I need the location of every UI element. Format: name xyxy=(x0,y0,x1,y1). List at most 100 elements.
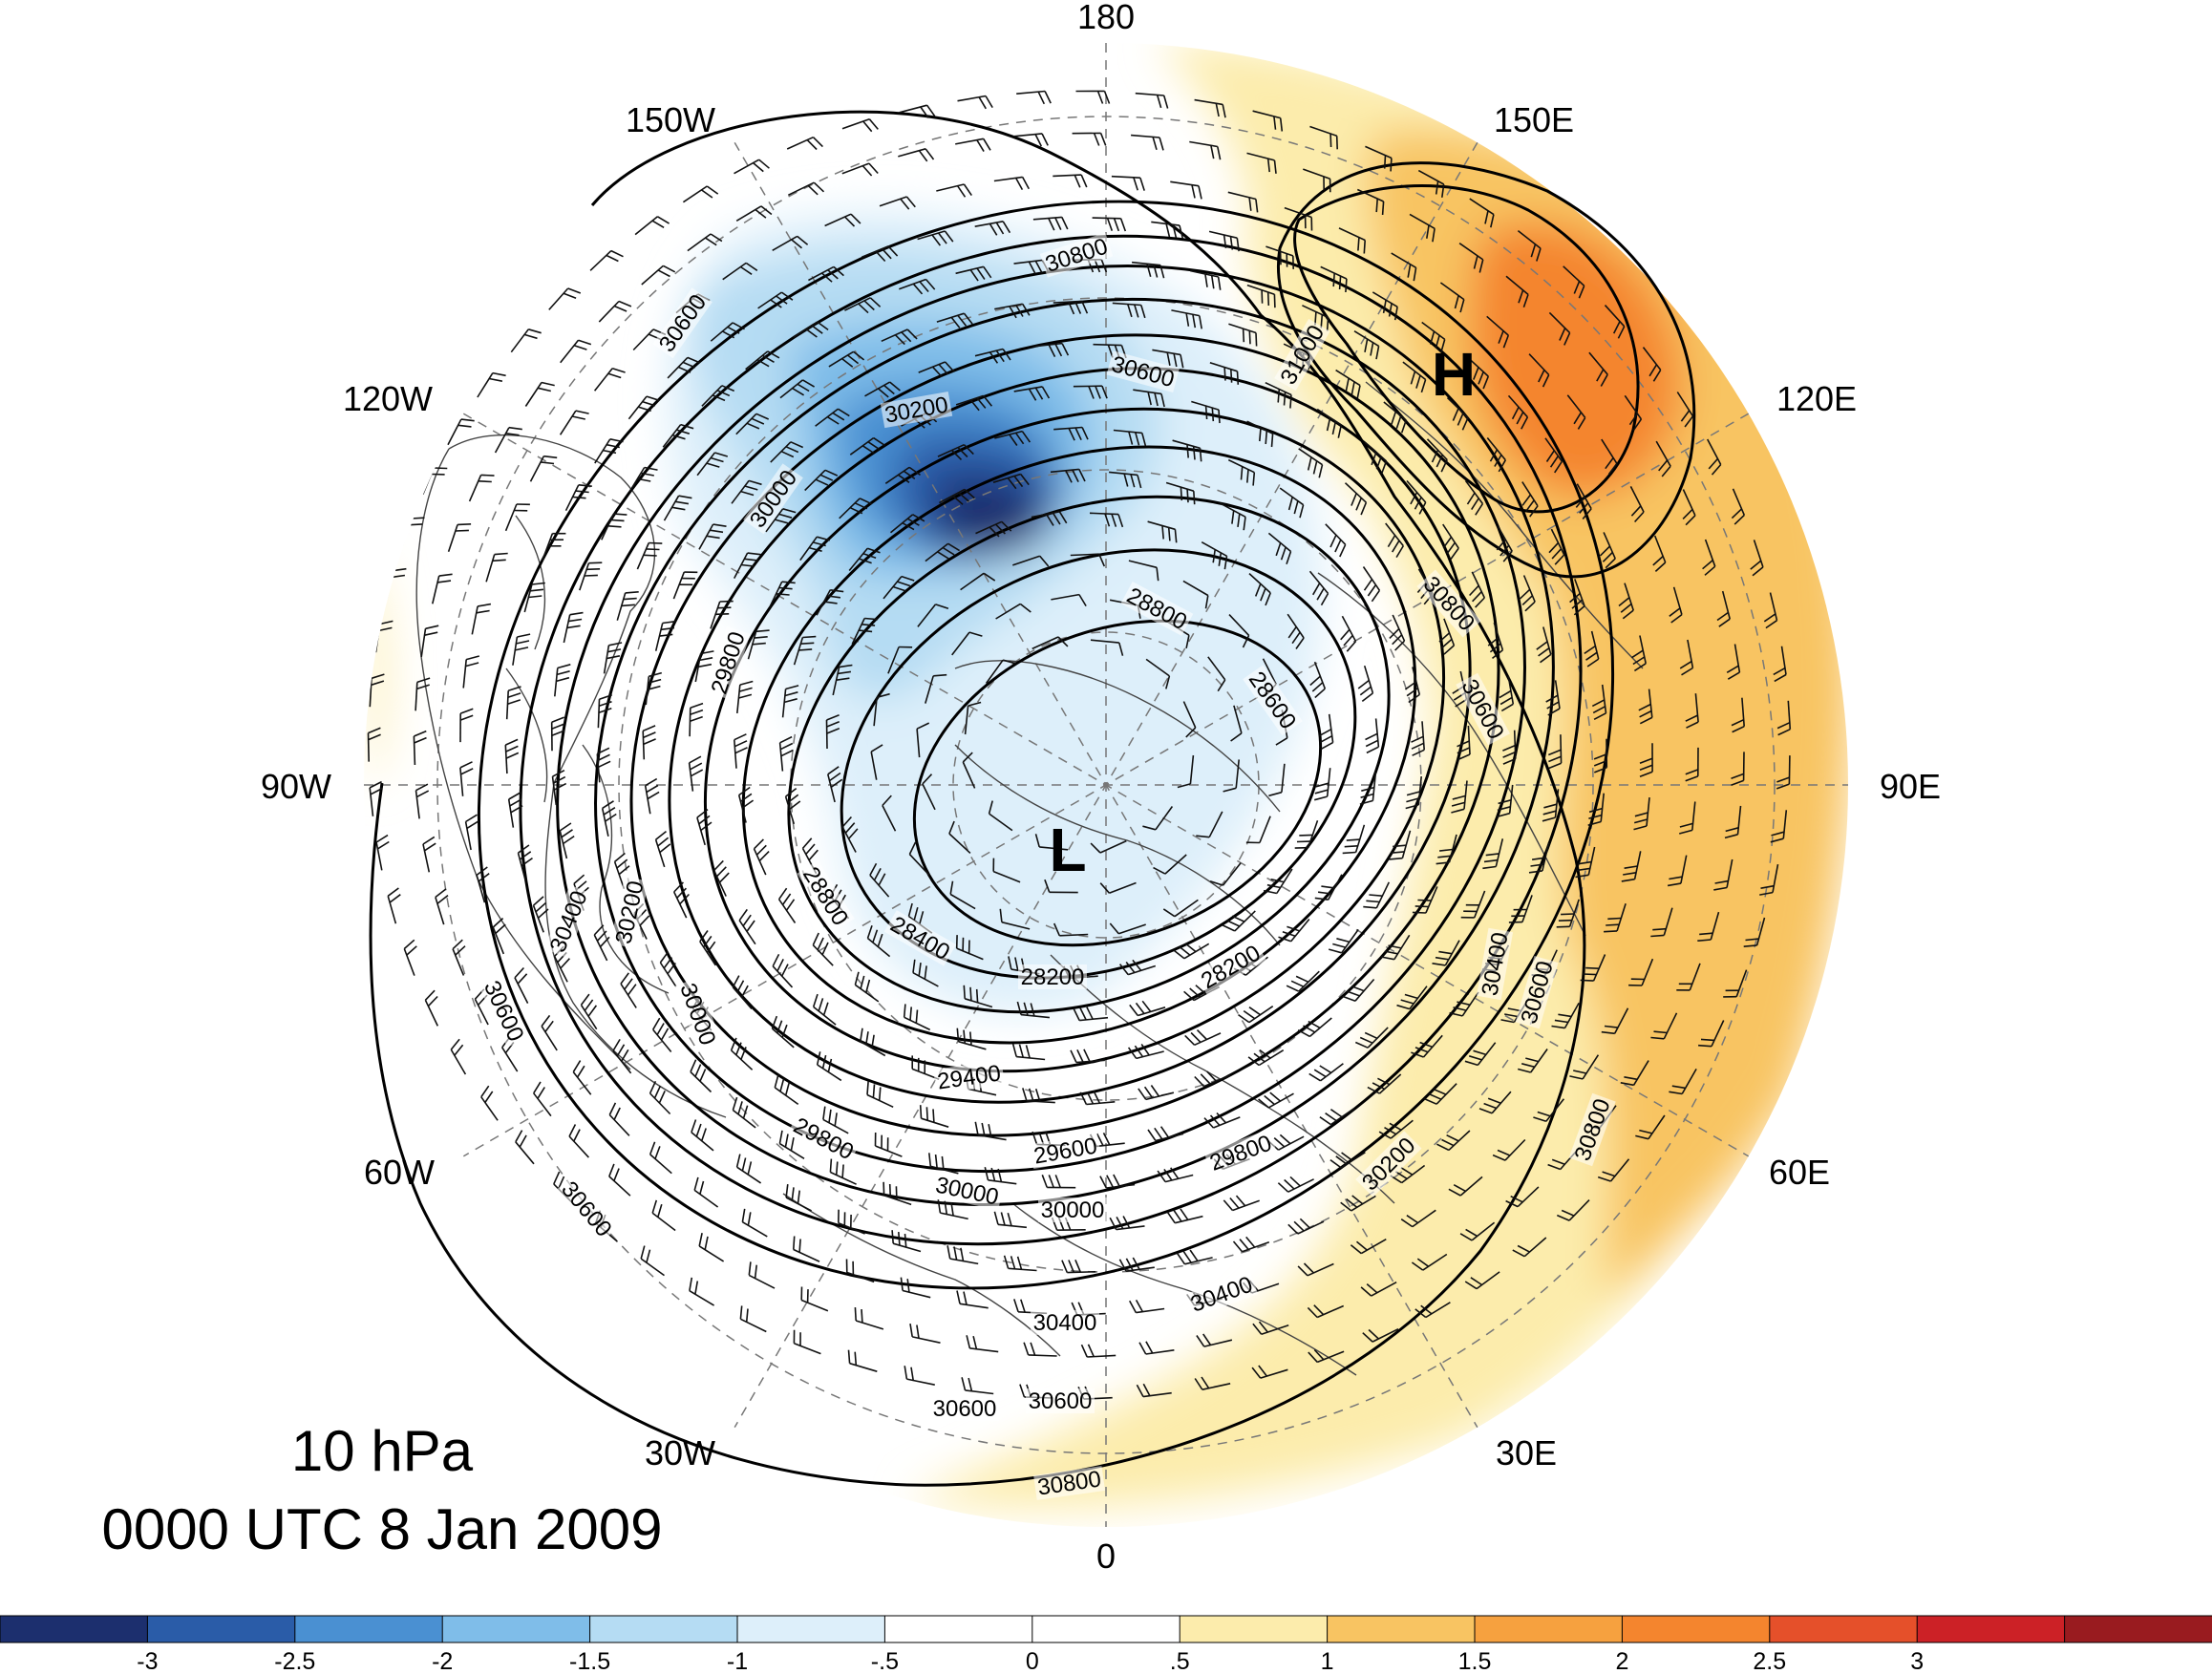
wind-barb-feather xyxy=(1440,459,1448,473)
wind-barb-feather xyxy=(755,844,767,856)
wind-barb-feather xyxy=(1497,806,1511,812)
wind-barb-feather xyxy=(1482,865,1497,870)
wind-barb-feather xyxy=(1343,634,1353,646)
wind-barb-feather xyxy=(906,518,920,526)
wind-barb-feather xyxy=(1548,541,1560,554)
wind-barb-feather xyxy=(1320,741,1333,751)
wind-barb-shaft xyxy=(413,735,416,766)
wind-barb-shaft xyxy=(1151,221,1180,226)
wind-barb-shaft xyxy=(642,731,646,760)
wind-barb-feather xyxy=(1182,1251,1192,1263)
colorbar-tick-label: 0 xyxy=(1026,1648,1039,1674)
wind-barb-shaft xyxy=(948,833,971,854)
wind-barb-feather xyxy=(888,1183,892,1198)
wind-barb-shaft xyxy=(1477,1042,1497,1066)
wind-barb-shaft xyxy=(1523,1237,1547,1258)
wind-barb-feather xyxy=(495,923,506,935)
wind-barb-shaft xyxy=(1320,1063,1344,1082)
wind-barb-feather xyxy=(976,397,987,409)
wind-barb-feather xyxy=(966,1335,971,1349)
wind-barb-shaft xyxy=(1228,323,1257,334)
wind-barb-feather xyxy=(730,1037,737,1051)
wind-barb-feather xyxy=(1414,497,1422,510)
wind-barb-feather xyxy=(1280,546,1287,561)
lon-label-90e: 90E xyxy=(1880,767,1941,806)
wind-barb-shaft xyxy=(1633,851,1642,879)
wind-barb-shaft xyxy=(1012,555,1040,566)
wind-barb-feather xyxy=(621,1049,629,1062)
wind-barb-feather xyxy=(937,232,947,244)
wind-barb-feather xyxy=(739,1305,743,1320)
wind-barb-feather xyxy=(767,350,780,359)
wind-barb-feather xyxy=(1106,1175,1115,1188)
wind-barb-shaft xyxy=(1261,1324,1289,1335)
wind-barb-shaft xyxy=(930,1165,959,1175)
wind-barb-feather xyxy=(975,988,979,1003)
wind-barb-shaft xyxy=(1208,230,1238,239)
wind-barb-shaft xyxy=(828,350,855,368)
wind-barb-shaft xyxy=(1191,400,1220,411)
wind-barb-feather xyxy=(913,906,919,921)
wind-barb-feather xyxy=(989,351,999,364)
wind-barb-feather xyxy=(1037,91,1046,105)
wind-barb-feather xyxy=(1295,637,1305,649)
wind-barb-feather xyxy=(1172,224,1178,239)
wind-barb-shaft xyxy=(424,999,439,1027)
wind-barb-feather xyxy=(603,449,617,455)
contour-label: 30400 xyxy=(1184,1270,1259,1318)
wind-barb-feather xyxy=(1201,1376,1210,1389)
svg-text:30600: 30600 xyxy=(556,1176,617,1241)
wind-barb-feather xyxy=(1337,424,1343,438)
wind-barb-feather xyxy=(1297,1028,1310,1038)
wind-barb-shaft xyxy=(432,575,440,604)
wind-barb-feather xyxy=(646,395,660,402)
wind-barb-feather xyxy=(450,1038,460,1050)
wind-barb-shaft xyxy=(940,1212,968,1220)
wind-barb-feather xyxy=(826,595,841,599)
wind-barb-shaft xyxy=(1127,964,1157,976)
wind-barb-feather xyxy=(563,835,575,845)
wind-barb-feather xyxy=(465,814,478,823)
wind-barb-feather xyxy=(1420,379,1427,393)
wind-barb-feather xyxy=(1600,373,1608,387)
wind-barb-feather xyxy=(1411,735,1424,743)
wind-barb-feather xyxy=(1498,330,1504,344)
wind-barb-feather xyxy=(544,1020,554,1032)
wind-barb-shaft xyxy=(480,1096,499,1121)
wind-barb-shaft xyxy=(1222,862,1242,886)
wind-barb-feather xyxy=(1180,1208,1189,1220)
wind-barb-shaft xyxy=(846,1271,875,1283)
wind-barb-feather xyxy=(824,469,839,477)
wind-barb-feather xyxy=(551,723,565,730)
wind-barb-feather xyxy=(1312,460,1318,475)
wind-barb-feather xyxy=(1438,950,1453,955)
wind-barb-feather xyxy=(1559,328,1566,341)
wind-barb-feather xyxy=(1239,1239,1249,1250)
wind-barb-feather xyxy=(1081,301,1089,314)
wind-barb-shaft xyxy=(1051,593,1080,601)
wind-barb-feather xyxy=(563,292,577,299)
wind-barb-feather xyxy=(1072,469,1079,482)
wind-barb-feather xyxy=(1028,1088,1034,1102)
wind-barb-feather xyxy=(1252,472,1256,486)
wind-barb-feather xyxy=(1138,1088,1147,1100)
wind-barb-feather xyxy=(1303,1262,1314,1274)
wind-barb-feather xyxy=(1454,295,1459,309)
wind-barb-feather xyxy=(1773,667,1786,676)
wind-barb-feather xyxy=(1499,544,1510,557)
wind-barb-feather xyxy=(1087,1344,1095,1357)
wind-barb-feather xyxy=(1174,529,1178,543)
wind-barb-feather xyxy=(1457,413,1464,426)
wind-barb-feather xyxy=(1438,632,1451,643)
wind-barb-feather xyxy=(1299,834,1313,837)
wind-barb-feather xyxy=(1618,597,1630,607)
wind-barb-shaft xyxy=(768,581,783,608)
wind-barb-feather xyxy=(1528,870,1543,874)
svg-text:30000: 30000 xyxy=(1041,1197,1105,1223)
wind-barb-shaft xyxy=(772,965,794,988)
wind-barb-feather xyxy=(1016,1001,1022,1015)
wind-barb-feather xyxy=(1216,1112,1227,1124)
wind-barb-feather xyxy=(1407,264,1412,278)
wind-barb-feather xyxy=(651,220,665,228)
wind-barb-feather xyxy=(663,265,676,273)
